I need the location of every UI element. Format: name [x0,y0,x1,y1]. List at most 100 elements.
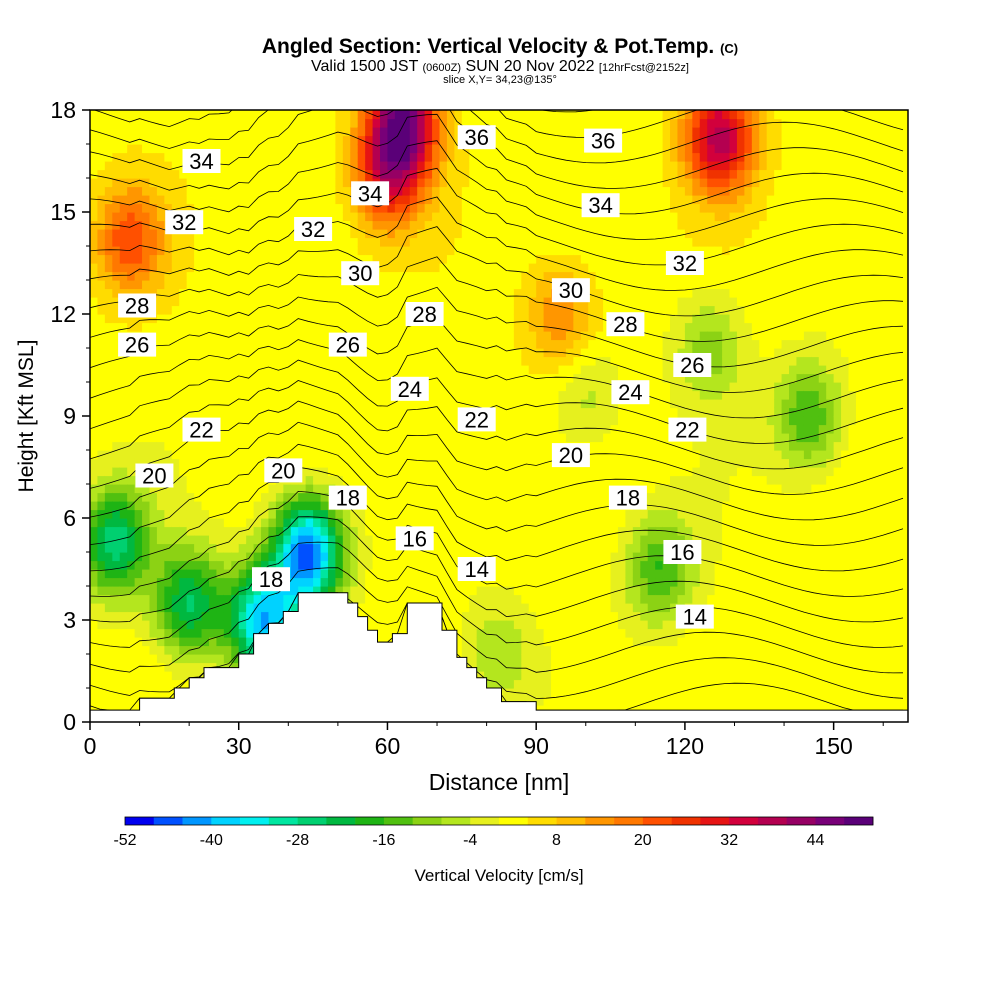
vv-cell [558,144,567,154]
vv-cell [305,135,314,145]
vv-cell [275,186,284,196]
vv-cell [208,373,218,383]
vv-cell [461,263,470,273]
vv-cell [90,543,99,553]
vv-cell [558,127,567,137]
vv-cell [97,671,106,681]
vv-cell [216,144,225,154]
vv-cell [327,441,336,451]
vv-cell [439,254,448,264]
vv-cell [350,144,359,154]
vv-cell [335,144,344,154]
vv-cell [149,594,158,604]
vv-cell [565,484,574,494]
vv-cell [313,407,322,417]
vv-cell [134,322,143,332]
vv-cell [149,144,158,154]
vv-cell [320,288,329,298]
vv-cell [573,628,582,638]
vv-cell [469,535,478,545]
vv-cell [387,297,396,307]
vv-cell [231,458,240,468]
vv-cell [469,450,478,460]
vv-cell [290,526,299,536]
vv-cell [305,518,314,528]
valid-prefix: Valid 1500 JST [311,58,419,75]
vv-cell [573,339,582,349]
vv-cell [231,441,240,451]
vv-cell [320,475,329,485]
vv-cell [179,169,188,179]
vv-cell [238,594,247,604]
vv-cell [543,458,552,468]
vv-cell [365,543,374,553]
vv-cell [461,348,470,358]
vv-cell [521,356,530,366]
vv-cell [372,331,381,341]
vv-cell [536,297,545,307]
vv-cell [573,348,582,358]
vv-cell [565,467,574,477]
vv-cell [283,186,292,196]
vv-cell [499,637,508,647]
vv-cell [439,620,448,630]
vv-cell [90,356,99,366]
vv-cell [246,178,255,188]
vv-cell [134,552,143,562]
vv-cell [595,518,604,528]
vv-cell [476,271,485,281]
vv-cell [298,373,307,383]
vv-cell [186,509,195,519]
vv-cell [432,526,441,536]
vv-cell [231,424,240,434]
vv-cell [588,543,597,553]
vv-cell [201,280,210,290]
vv-cell [119,586,128,596]
vv-cell [491,637,500,647]
vv-cell [335,509,344,519]
vv-cell [454,271,463,281]
vv-cell [439,178,448,188]
vv-cell [513,450,522,460]
vv-cell [365,535,374,545]
vv-cell [461,628,470,638]
vv-cell [238,246,247,256]
vv-cell [595,492,604,502]
vv-cell [372,467,381,477]
vv-cell [543,603,552,613]
vv-cell [268,305,277,315]
vv-cell [543,467,552,477]
vv-cell [506,492,515,502]
vv-cell [290,501,299,511]
vv-cell [558,492,567,502]
vv-cell [372,365,381,375]
vv-cell [350,458,359,468]
vv-cell [394,458,403,468]
vv-cell [513,620,522,630]
vv-cell [246,280,255,290]
vv-cell [528,688,537,698]
vv-cell [171,263,180,273]
vv-cell [134,229,143,239]
vv-cell [543,671,552,681]
vv-cell [484,254,493,264]
vv-cell [543,535,552,545]
vv-cell [261,348,270,358]
vv-cell [223,441,232,451]
vv-cell [528,501,537,511]
vv-cell [201,331,210,341]
vv-cell [179,509,188,519]
vv-cell [484,169,493,179]
vv-cell [476,390,485,400]
vv-cell [357,229,366,239]
vv-cell [320,254,329,264]
vv-cell [342,586,351,596]
vv-cell [402,195,411,205]
vv-cell [551,161,560,171]
vv-cell [469,484,478,494]
vv-cell [104,314,113,324]
vv-cell [223,560,232,570]
vv-cell [134,161,143,171]
vv-cell [521,144,530,154]
vv-cell [142,535,151,545]
